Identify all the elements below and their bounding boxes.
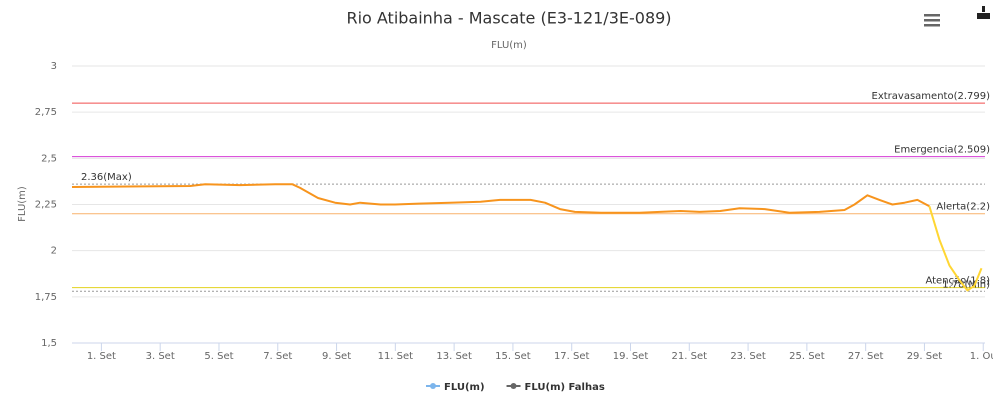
plot-line-label: Extravasamento(2.799) bbox=[872, 91, 991, 102]
x-tick-label: 19. Set bbox=[613, 351, 649, 362]
x-tick-label: 1. Set bbox=[87, 351, 116, 362]
plot-line-label: Atenção(1.8) bbox=[925, 276, 990, 287]
plot-line-label: Alerta(2.2) bbox=[936, 202, 990, 213]
y-tick-label: 2,75 bbox=[35, 107, 57, 118]
x-tick-label: 25. Set bbox=[789, 351, 825, 362]
plot-line-label: Emergencia(2.509) bbox=[894, 145, 990, 156]
legend-symbol bbox=[430, 383, 436, 389]
legend-symbol bbox=[510, 383, 517, 389]
x-tick-label: 27. Set bbox=[848, 351, 884, 362]
legend-label: FLU(m) bbox=[444, 382, 485, 393]
chart-title: Rio Atibainha - Mascate (E3-121/3E-089) bbox=[346, 9, 671, 28]
plot-line-label: 1.78(Min) bbox=[942, 279, 990, 290]
x-tick-label: 23. Set bbox=[730, 351, 766, 362]
x-tick-label: 17. Set bbox=[554, 351, 590, 362]
x-tick-label: 21. Set bbox=[672, 351, 708, 362]
x-tick-label: 1. Ou bbox=[970, 351, 993, 362]
x-tick-label: 7. Set bbox=[263, 351, 292, 362]
y-tick-label: 2 bbox=[51, 246, 57, 257]
y-tick-label: 3 bbox=[51, 61, 57, 72]
plot-line-label: 2.36(Max) bbox=[81, 172, 132, 183]
x-tick-label: 9. Set bbox=[322, 351, 351, 362]
x-tick-label: 29. Set bbox=[907, 351, 943, 362]
x-tick-label: 15. Set bbox=[495, 351, 531, 362]
series-line bbox=[71, 183, 930, 214]
series-line bbox=[928, 206, 983, 292]
x-tick-label: 13. Set bbox=[436, 351, 472, 362]
y-axis-label: FLU(m) bbox=[17, 186, 28, 222]
chart-subtitle: FLU(m) bbox=[491, 40, 527, 51]
y-tick-label: 1,5 bbox=[41, 338, 57, 349]
y-tick-label: 1,75 bbox=[35, 292, 57, 303]
x-tick-label: 3. Set bbox=[146, 351, 175, 362]
x-tick-label: 5. Set bbox=[204, 351, 233, 362]
y-tick-label: 2,5 bbox=[41, 153, 57, 164]
x-tick-label: 11. Set bbox=[378, 351, 414, 362]
download-button[interactable] bbox=[977, 6, 990, 19]
menu-button[interactable] bbox=[924, 14, 940, 27]
legend-label: FLU(m) Falhas bbox=[525, 382, 605, 393]
y-tick-label: 2,25 bbox=[35, 200, 57, 211]
